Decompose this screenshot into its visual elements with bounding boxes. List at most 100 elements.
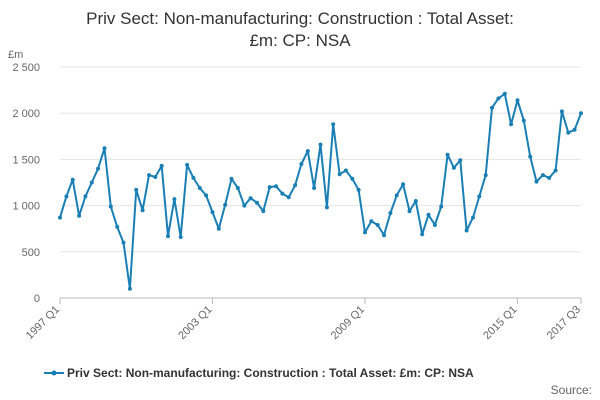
x-tick-label: 2017 Q3	[545, 304, 583, 342]
data-point[interactable]	[191, 175, 196, 180]
x-tick-label: 2003 Q1	[176, 304, 214, 342]
data-point[interactable]	[388, 211, 393, 215]
data-point[interactable]	[471, 215, 475, 220]
data-point[interactable]	[458, 158, 463, 163]
series-line	[59, 92, 582, 290]
data-point[interactable]	[547, 175, 552, 180]
x-tick-label: 1997 Q1	[24, 304, 62, 342]
data-point[interactable]	[166, 234, 170, 239]
data-point[interactable]	[134, 187, 139, 192]
data-point[interactable]	[540, 173, 545, 178]
data-point[interactable]	[159, 163, 164, 168]
data-point[interactable]	[293, 183, 298, 188]
data-point[interactable]	[572, 127, 577, 132]
y-tick-label: 2 000	[12, 108, 40, 120]
chart-title-line1: Priv Sect: Non-manufacturing: Constructi…	[86, 9, 514, 28]
data-point[interactable]	[331, 122, 336, 127]
data-point[interactable]	[464, 228, 469, 233]
data-point[interactable]	[127, 286, 132, 291]
data-point[interactable]	[242, 203, 247, 208]
legend[interactable]: Priv Sect: Non-manufacturing: Constructi…	[44, 366, 474, 380]
data-point[interactable]	[64, 194, 69, 199]
data-point[interactable]	[102, 146, 107, 151]
data-point[interactable]	[248, 196, 253, 201]
data-point[interactable]	[204, 193, 209, 198]
data-point[interactable]	[115, 224, 120, 229]
data-point[interactable]	[121, 240, 126, 245]
data-point[interactable]	[528, 154, 533, 159]
data-point[interactable]	[216, 226, 221, 231]
data-point[interactable]	[185, 162, 190, 167]
data-point[interactable]	[426, 212, 431, 217]
data-point[interactable]	[280, 191, 285, 196]
x-axis: 1997 Q1 2003 Q1 2009 Q1 2015 Q1 2017 Q3	[24, 297, 583, 342]
data-point[interactable]	[515, 98, 520, 103]
data-point[interactable]	[197, 186, 202, 190]
data-point[interactable]	[178, 235, 183, 239]
data-point[interactable]	[445, 152, 450, 157]
data-point[interactable]	[324, 205, 329, 210]
data-point[interactable]	[521, 118, 526, 123]
data-point[interactable]	[509, 122, 514, 127]
data-point[interactable]	[375, 223, 380, 227]
data-point[interactable]	[451, 165, 456, 170]
data-point[interactable]	[274, 184, 278, 189]
data-point[interactable]	[172, 197, 177, 202]
data-point[interactable]	[210, 210, 215, 215]
data-point[interactable]	[343, 168, 348, 173]
chart-title-line2: £m: CP: NSA	[249, 31, 351, 50]
data-point[interactable]	[223, 202, 228, 207]
data-point[interactable]	[401, 182, 406, 187]
data-point[interactable]	[382, 233, 386, 238]
data-point[interactable]	[337, 172, 342, 177]
y-tick-label: 1 000	[12, 201, 40, 213]
data-point[interactable]	[579, 111, 583, 116]
data-point[interactable]	[261, 209, 266, 214]
data-point[interactable]	[299, 162, 304, 166]
data-point[interactable]	[286, 195, 291, 200]
data-point[interactable]	[413, 199, 418, 203]
data-point[interactable]	[432, 223, 437, 227]
data-point[interactable]	[369, 219, 374, 224]
data-point[interactable]	[140, 208, 145, 213]
data-point[interactable]	[559, 109, 564, 114]
data-point[interactable]	[566, 130, 571, 135]
data-point[interactable]	[356, 187, 361, 192]
data-point[interactable]	[70, 177, 75, 182]
data-point[interactable]	[363, 230, 367, 235]
data-point[interactable]	[420, 232, 425, 237]
y-tick-label: 500	[22, 247, 40, 259]
data-point[interactable]	[553, 168, 558, 173]
data-point[interactable]	[267, 185, 272, 190]
data-point[interactable]	[483, 173, 488, 178]
data-point[interactable]	[394, 193, 399, 198]
data-point[interactable]	[312, 186, 317, 190]
data-point[interactable]	[235, 186, 240, 190]
data-point[interactable]	[350, 176, 355, 181]
data-point[interactable]	[477, 194, 482, 199]
legend-label: Priv Sect: Non-manufacturing: Constructi…	[67, 366, 474, 380]
data-point[interactable]	[496, 96, 501, 101]
data-point[interactable]	[318, 142, 323, 147]
data-point[interactable]	[147, 173, 151, 178]
data-point[interactable]	[407, 209, 412, 214]
data-point[interactable]	[58, 215, 62, 220]
data-point[interactable]	[305, 149, 310, 154]
data-point[interactable]	[439, 204, 444, 209]
data-point[interactable]	[502, 91, 507, 96]
y-tick-label: 0	[34, 293, 40, 305]
data-point[interactable]	[534, 179, 539, 184]
data-point[interactable]	[108, 204, 113, 209]
y-axis-unit-label: £m	[8, 49, 23, 61]
data-point[interactable]	[96, 166, 101, 171]
data-point[interactable]	[255, 200, 259, 205]
data-point[interactable]	[490, 105, 494, 110]
data-point[interactable]	[83, 194, 88, 199]
data-point[interactable]	[229, 176, 234, 181]
data-point[interactable]	[153, 175, 158, 179]
data-point[interactable]	[77, 213, 82, 218]
data-point[interactable]	[89, 180, 94, 185]
legend-marker-swatch	[51, 370, 57, 376]
x-tick-label: 2009 Q1	[329, 304, 367, 342]
